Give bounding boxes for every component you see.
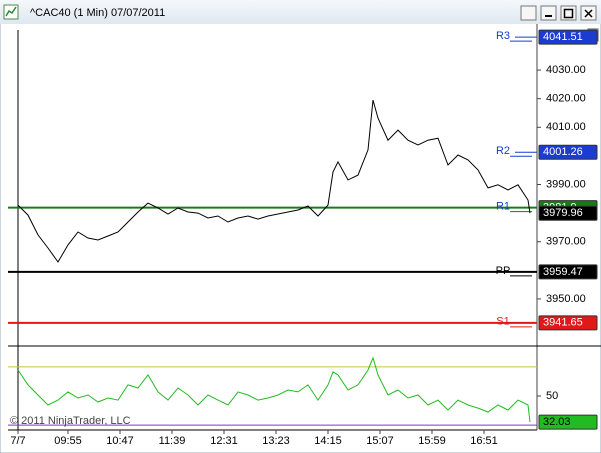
last-value-tag xyxy=(538,205,598,221)
x-tick-label: 10:47 xyxy=(106,435,134,447)
x-tick-label: 7/7 xyxy=(10,435,25,447)
title-bar xyxy=(0,0,601,24)
y-tick-label: 4030.00 xyxy=(546,64,586,76)
pivot-label: R2 xyxy=(496,145,510,157)
pivot-label: PP xyxy=(496,265,511,277)
y-tick-label: 3970.00 xyxy=(546,236,586,248)
pivot-label: S1 xyxy=(496,316,509,328)
pivot-tag-text: 4001.26 xyxy=(543,146,583,158)
x-tick-label: 12:31 xyxy=(210,435,238,447)
x-tick-label: 15:07 xyxy=(366,435,394,447)
pivot-tag xyxy=(538,315,598,331)
pivot-tag-text: 3941.65 xyxy=(543,317,583,329)
menu-button[interactable] xyxy=(520,5,537,21)
x-tick-label: 14:15 xyxy=(314,435,342,447)
x-tick-label: 11:39 xyxy=(159,435,186,447)
pivot-tag xyxy=(538,29,598,45)
pivot-label: R3 xyxy=(496,30,510,42)
y-tick-label: 3990.00 xyxy=(546,178,586,190)
pivot-tag-text: 3959.47 xyxy=(543,266,583,278)
minimize-button[interactable] xyxy=(540,5,557,21)
y-tick-label: 4010.00 xyxy=(546,121,586,133)
pivot-tag xyxy=(538,264,598,280)
copyright: © 2011 NinjaTrader, LLC xyxy=(10,415,131,427)
x-tick-label: 15:59 xyxy=(418,435,446,447)
series-line xyxy=(17,356,531,423)
y-tick-label: 50 xyxy=(546,390,558,402)
window-title: ^CAC40 (1 Min) 07/07/2011 xyxy=(30,7,165,19)
app-icon-line xyxy=(5,6,17,17)
window-buttons xyxy=(520,5,597,21)
x-tick-label: 16:51 xyxy=(470,435,498,447)
last-value-tag-text: 32.03 xyxy=(543,416,571,428)
series-line xyxy=(17,99,531,263)
close-glyph xyxy=(584,9,593,18)
pivot-tag-text: 4041.51 xyxy=(543,31,583,43)
last-value-tag xyxy=(538,414,598,430)
y-tick-label: 3950.00 xyxy=(546,293,586,305)
pivot-label: R1 xyxy=(496,201,510,213)
x-tick-label: 13:23 xyxy=(262,435,290,447)
x-tick-label: 09:55 xyxy=(54,435,82,447)
y-tick-label: 4020.00 xyxy=(546,93,586,105)
pivot-tag xyxy=(538,144,598,160)
last-value-tag-text: 3979.96 xyxy=(543,207,583,219)
maximize-glyph xyxy=(563,8,574,19)
